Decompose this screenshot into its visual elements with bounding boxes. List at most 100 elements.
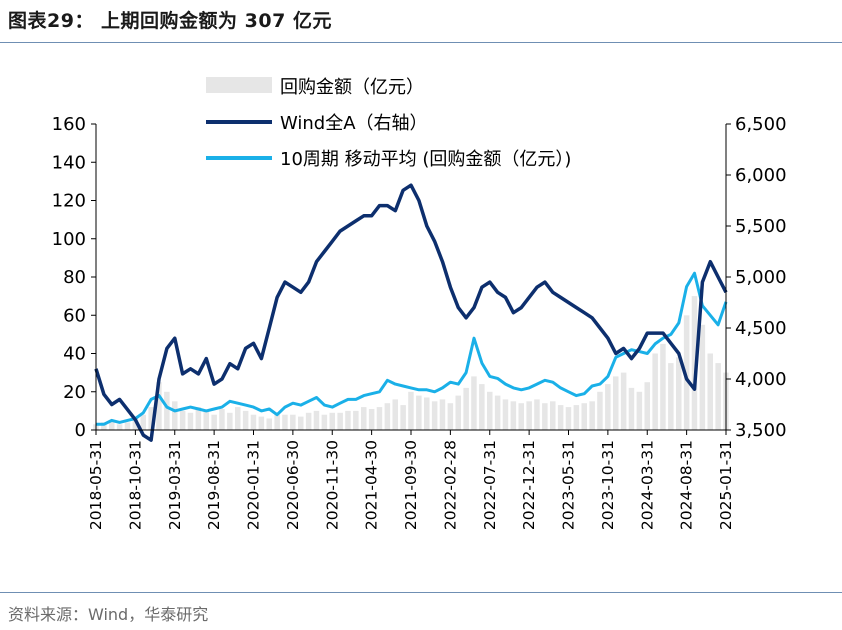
y-left-tick-label: 0	[75, 420, 86, 441]
bar	[345, 410, 351, 430]
bar	[148, 407, 154, 430]
bar	[699, 324, 706, 430]
bar	[361, 407, 367, 430]
bar	[487, 391, 493, 431]
source-rule	[0, 592, 842, 593]
bar	[463, 387, 469, 430]
legend-label: 10周期 移动平均 (回购金额（亿元）)	[280, 149, 571, 170]
bar	[676, 357, 682, 430]
bar	[439, 399, 446, 430]
bar	[109, 420, 115, 430]
bar	[557, 405, 564, 430]
bar	[321, 414, 328, 430]
bar	[479, 384, 485, 430]
bar	[597, 391, 603, 431]
bar	[242, 410, 249, 430]
x-tick-label: 2022-02-28	[441, 440, 459, 530]
bar	[573, 405, 580, 430]
bar	[707, 353, 713, 430]
line-moving-average	[96, 271, 728, 426]
bar	[400, 405, 406, 430]
x-tick-label: 2019-08-31	[205, 440, 223, 530]
y-right-tick-label: 3,500	[735, 420, 787, 441]
y-left-tick-label: 80	[63, 267, 86, 288]
bar	[683, 315, 690, 431]
y-left-tick-label: 160	[52, 114, 86, 135]
bar	[613, 376, 619, 430]
axes: 0 20 40 60 80 100 120 140 160 3,500 4,000 4,500 5,00…	[52, 114, 787, 530]
line-wind-all-a	[94, 183, 728, 442]
x-tick-label: 2020-11-30	[323, 440, 341, 530]
bar	[227, 412, 233, 430]
bar	[431, 401, 438, 430]
bar	[542, 403, 548, 430]
bar	[502, 399, 509, 430]
y-right-tick-label: 5,500	[735, 216, 787, 237]
x-tick-label: 2020-01-31	[245, 440, 263, 530]
bar	[550, 401, 556, 430]
bar	[313, 410, 320, 430]
y-right-tick-label: 6,000	[735, 165, 787, 186]
bar	[203, 410, 209, 430]
bar	[274, 412, 280, 430]
bar	[581, 403, 587, 430]
bar	[534, 399, 540, 430]
bar	[628, 387, 635, 430]
bar	[101, 422, 107, 430]
bar	[282, 414, 288, 430]
bar-series-repurchase	[93, 296, 729, 431]
x-tick-label: 2018-05-31	[87, 440, 105, 530]
bar	[510, 401, 517, 430]
x-tick-label: 2023-10-31	[599, 440, 617, 530]
bar	[715, 363, 721, 430]
y-left-tick-label: 100	[52, 229, 86, 250]
bar	[455, 395, 461, 430]
bar	[494, 395, 501, 430]
bar	[368, 409, 375, 430]
y-right-tick-label: 4,000	[735, 369, 787, 390]
x-tick-label: 2022-07-31	[481, 440, 499, 530]
x-tick-label: 2024-08-31	[678, 440, 696, 530]
bar	[195, 407, 202, 430]
y-right-tick-label: 4,500	[735, 318, 787, 339]
bar	[408, 391, 414, 431]
y-left-tick-label: 20	[63, 382, 86, 403]
y-left-tick-label: 120	[52, 191, 86, 212]
bar	[298, 416, 304, 430]
bar	[132, 418, 139, 430]
bar	[187, 412, 194, 430]
bar	[668, 363, 674, 430]
bar	[290, 414, 296, 430]
y-right-tick-label: 5,000	[735, 267, 787, 288]
x-tick-label: 2020-06-30	[284, 440, 302, 530]
x-tick-label: 2021-09-30	[402, 440, 420, 530]
bar	[156, 382, 162, 430]
x-tick-label: 2018-10-31	[126, 440, 144, 530]
bar	[164, 391, 170, 431]
bar	[526, 401, 532, 430]
y-left-tick-label: 40	[63, 344, 86, 365]
bar	[392, 399, 398, 430]
line-series-group	[94, 183, 728, 442]
figure-title: 图表29： 上期回购金额为 307 亿元	[8, 10, 332, 32]
bar	[116, 424, 123, 430]
legend: 回购金额（亿元） Wind全A（右轴） 10周期 移动平均 (回购金额（亿元）)	[206, 77, 571, 170]
x-tick-label: 2024-03-31	[638, 440, 656, 530]
bar	[652, 353, 658, 430]
x-tick-label: 2025-01-31	[717, 440, 735, 530]
bar	[620, 372, 627, 430]
x-tick-label: 2021-04-30	[363, 440, 381, 530]
bar	[266, 418, 272, 430]
bar	[636, 391, 643, 431]
bar	[258, 416, 265, 430]
bar	[384, 403, 391, 430]
bar	[644, 382, 650, 430]
bar	[211, 414, 217, 430]
bar	[219, 409, 225, 430]
bar	[172, 401, 178, 430]
bar	[179, 410, 186, 430]
bar	[691, 296, 698, 430]
bar	[329, 412, 335, 430]
bar	[235, 407, 241, 430]
title-rule	[0, 42, 842, 43]
